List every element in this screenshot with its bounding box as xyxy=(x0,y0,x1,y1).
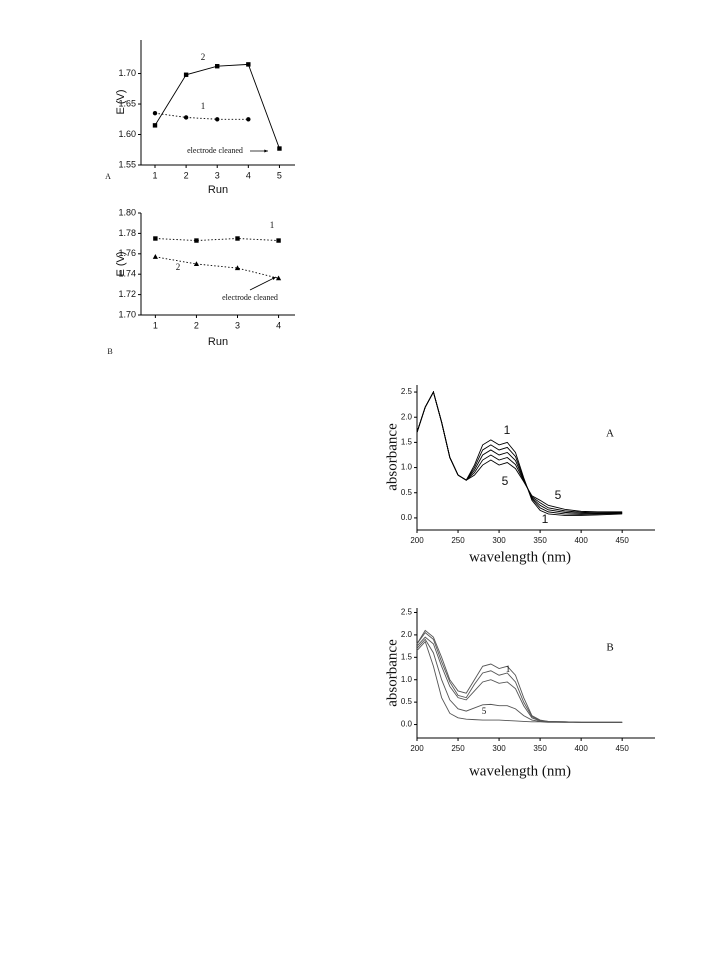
x-tick-label: 350 xyxy=(533,536,547,545)
marker xyxy=(215,117,220,122)
marker xyxy=(193,261,200,266)
marker xyxy=(234,265,241,271)
series-line xyxy=(154,63,280,149)
y-tick-label: 1.55 xyxy=(118,159,136,169)
x-tick-label: 1 xyxy=(152,170,157,180)
annotation: A xyxy=(606,428,614,440)
series-line xyxy=(416,390,623,515)
annotation: 1 xyxy=(201,101,206,111)
annotation: 5 xyxy=(502,474,509,488)
annotation: 1 xyxy=(506,664,511,674)
x-tick-label: 450 xyxy=(615,744,629,753)
marker xyxy=(246,117,251,122)
y-tick-label: 1.76 xyxy=(118,248,136,258)
marker xyxy=(153,236,158,241)
y-tick-label: 1.0 xyxy=(401,675,413,684)
y-tick-label: 2.5 xyxy=(401,608,413,617)
x-tick-label: 1 xyxy=(153,320,158,330)
y-tick-label: 2.0 xyxy=(401,630,413,639)
x-tick-label: 250 xyxy=(451,744,465,753)
series-line xyxy=(416,390,623,514)
x-axis-label: wavelength (nm) xyxy=(469,549,571,565)
x-tick-label: 4 xyxy=(246,170,251,180)
annotation: 1 xyxy=(270,220,275,230)
series-line xyxy=(416,390,623,516)
marker xyxy=(152,110,158,116)
y-axis-label: absorbance xyxy=(384,639,400,707)
marker xyxy=(277,146,282,151)
y-tick-label: 1.70 xyxy=(118,309,136,319)
y-tick-label: 1.0 xyxy=(401,463,413,472)
y-tick-label: 1.72 xyxy=(118,289,136,299)
y-tick-label: 0.0 xyxy=(401,720,413,729)
x-tick-label: 3 xyxy=(235,320,240,330)
y-tick-label: 0.5 xyxy=(401,697,413,706)
series-line xyxy=(155,256,279,279)
annotation: B xyxy=(606,642,613,654)
x-tick-label: 3 xyxy=(215,170,220,180)
y-tick-label: 1.74 xyxy=(118,269,136,279)
x-tick-label: 4 xyxy=(276,320,281,330)
marker xyxy=(235,236,240,241)
y-tick-label: 2.5 xyxy=(401,387,413,396)
y-tick-label: 1.5 xyxy=(401,652,413,661)
series-line xyxy=(155,238,279,241)
marker xyxy=(152,254,158,259)
y-axis-label: E (V) xyxy=(115,251,127,276)
series-line xyxy=(416,390,623,514)
y-axis-label: E (V) xyxy=(115,89,127,114)
annotation: A xyxy=(105,172,111,181)
annotation: 1 xyxy=(504,423,511,437)
x-axis-label: Run xyxy=(208,184,228,196)
annotation: electrode cleaned xyxy=(187,146,243,155)
y-tick-label: 1.78 xyxy=(118,228,136,238)
annotation: 2 xyxy=(201,52,206,62)
y-tick-label: 0.5 xyxy=(401,488,413,497)
marker xyxy=(152,123,158,128)
marker xyxy=(183,115,189,120)
x-tick-label: 300 xyxy=(492,536,506,545)
annotation: B xyxy=(107,347,112,356)
y-tick-label: 1.70 xyxy=(118,68,136,78)
x-tick-label: 450 xyxy=(615,536,629,545)
series-line xyxy=(416,640,623,723)
y-tick-label: 1.80 xyxy=(118,207,136,217)
arrow xyxy=(249,276,277,291)
marker xyxy=(215,64,220,69)
x-tick-label: 2 xyxy=(194,320,199,330)
marker xyxy=(275,275,282,281)
x-tick-label: 250 xyxy=(451,536,465,545)
marker xyxy=(276,238,281,243)
annotation: electrode cleaned xyxy=(222,293,278,302)
marker xyxy=(183,72,189,77)
x-tick-label: 2 xyxy=(184,170,189,180)
x-tick-label: 400 xyxy=(574,536,588,545)
x-tick-label: 300 xyxy=(492,744,506,753)
series-line xyxy=(154,112,249,120)
arrow-head xyxy=(272,277,276,281)
x-tick-label: 200 xyxy=(410,744,424,753)
annotation: 2 xyxy=(176,262,181,272)
x-tick-label: 200 xyxy=(410,536,424,545)
x-tick-label: 5 xyxy=(277,170,282,180)
x-tick-label: 350 xyxy=(533,744,547,753)
annotation: 5 xyxy=(482,706,487,716)
marker xyxy=(246,62,251,67)
x-tick-label: 400 xyxy=(574,744,588,753)
marker xyxy=(194,238,199,243)
y-tick-label: 2.0 xyxy=(401,412,413,421)
arrow-head xyxy=(264,149,268,153)
y-tick-label: 0.0 xyxy=(401,513,413,522)
series-line xyxy=(416,390,623,513)
y-tick-label: 1.65 xyxy=(118,98,136,108)
x-axis-label: wavelength (nm) xyxy=(469,763,571,779)
annotation: 1 xyxy=(542,512,549,526)
y-tick-label: 1.5 xyxy=(401,438,413,447)
y-tick-label: 1.60 xyxy=(118,129,136,139)
x-axis-label: Run xyxy=(208,336,228,348)
y-axis-label: absorbance xyxy=(384,423,400,491)
annotation: 5 xyxy=(555,488,562,502)
